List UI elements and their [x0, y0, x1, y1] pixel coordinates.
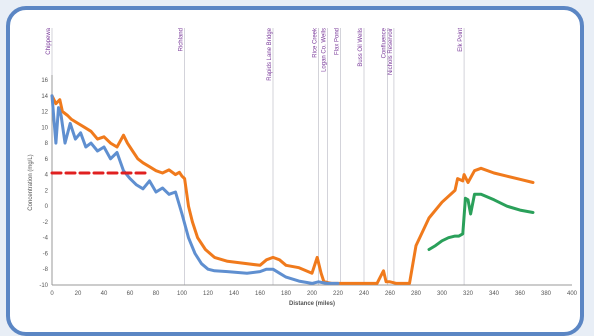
x-tick-label: 140: [229, 291, 240, 297]
annotation-label: Elk Point: [458, 28, 464, 52]
x-tick-label: 20: [75, 291, 82, 297]
y-tick-label: 8: [45, 141, 49, 147]
x-tick-label: 380: [541, 291, 552, 297]
x-tick-label: 240: [359, 291, 370, 297]
y-tick-label: -6: [43, 251, 49, 257]
y-tick-label: 12: [41, 110, 48, 116]
annotation-label: Confluence: [381, 27, 387, 58]
series-line-0: [50, 94, 535, 285]
annotation-label: Rapids Lane Bridge: [267, 27, 273, 80]
y-tick-label: 10: [41, 125, 48, 131]
x-tick-label: 100: [177, 291, 188, 297]
x-tick-label: 160: [255, 291, 266, 297]
y-tick-label: -2: [43, 220, 49, 226]
annotation-label: Buss Oil Wells: [358, 28, 364, 67]
y-tick-label: 0: [45, 204, 49, 210]
line-chart: Chippewa Richland Rapids Lane Bridge Rice C…: [28, 27, 578, 307]
y-tick-label: -4: [43, 236, 49, 242]
x-tick-label: 320: [463, 291, 474, 297]
x-tick-label: 260: [385, 291, 396, 297]
y-tick-label: 16: [41, 78, 48, 84]
y-tick-label: -10: [39, 283, 48, 289]
annotation-label: Flax Pond: [335, 28, 341, 55]
y-axis-label: Concentration (mg/L): [28, 154, 34, 210]
y-tick-label: -8: [43, 267, 49, 273]
y-tick-label: 14: [41, 94, 48, 100]
x-tick-label: 340: [489, 291, 500, 297]
y-tick-label: 6: [45, 157, 49, 163]
x-tick-label: 400: [567, 291, 578, 297]
x-axis-label: Distance (miles): [289, 301, 335, 307]
y-tick-label: 4: [45, 173, 49, 179]
annotation-label: Logan Co. Wells: [322, 28, 328, 72]
x-tick-label: 40: [101, 291, 108, 297]
annotation-label: Rice Creek: [313, 27, 319, 58]
x-tick-label: 280: [411, 291, 422, 297]
x-tick-label: 60: [127, 291, 134, 297]
y-tick-label: 2: [45, 188, 49, 194]
x-tick-label: 120: [203, 291, 214, 297]
x-tick-label: 180: [281, 291, 292, 297]
annotation-label: Chippewa: [46, 27, 52, 54]
series-line-2: [427, 192, 535, 251]
x-tick-label: 300: [437, 291, 448, 297]
x-tick-label: 80: [153, 291, 160, 297]
x-tick-label: 360: [515, 291, 526, 297]
x-tick-label: 0: [50, 291, 54, 297]
annotation-label: Richland: [179, 28, 185, 51]
x-tick-label: 220: [333, 291, 344, 297]
series-line-1: [50, 94, 340, 285]
x-tick-label: 200: [307, 291, 318, 297]
annotation-label: Nichols Reservoir: [388, 28, 394, 75]
